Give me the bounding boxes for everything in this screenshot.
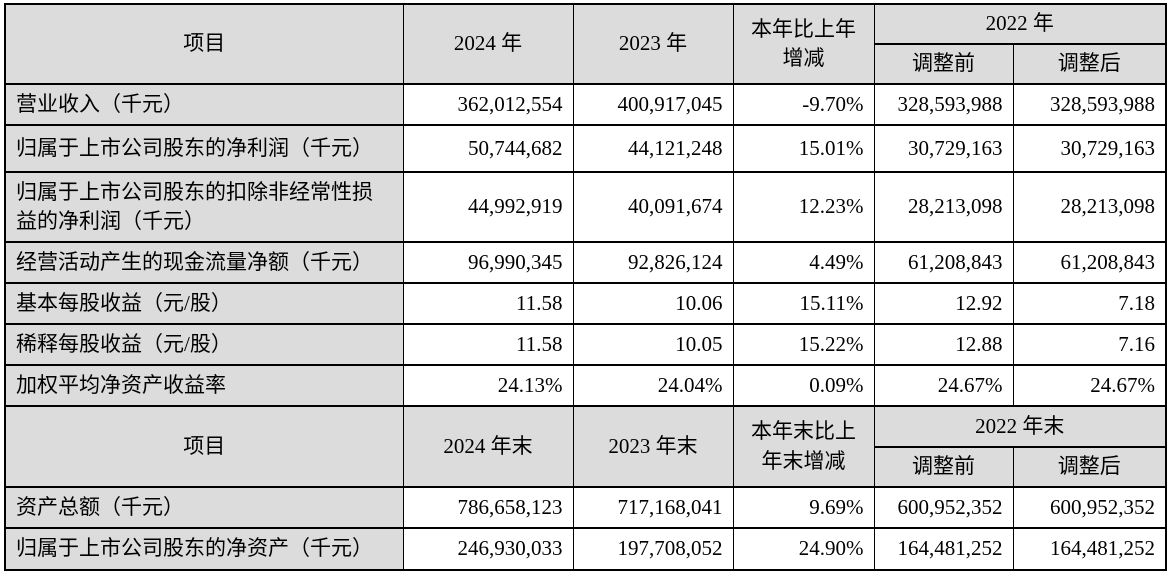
cell-value: 61,208,843	[873, 241, 1014, 284]
section2-header-row-1: 项目 2024 年末 2023 年末 本年末比上 年末增减 2022 年末	[4, 405, 1167, 488]
cell-value: 9.69%	[732, 486, 875, 529]
table-row-revenue: 营业收入（千元） 362,012,554 400,917,045 -9.70% …	[4, 83, 1167, 126]
table-row-basic-eps: 基本每股收益（元/股） 11.58 10.06 15.11% 12.92 7.1…	[4, 282, 1167, 325]
cell-value: 15.11%	[732, 282, 875, 325]
section1-header-row-2: 调整前 调整后	[5, 43, 1167, 85]
row-label: 归属于上市公司股东的净利润（千元）	[4, 124, 404, 173]
row-label: 经营活动产生的现金流量净额（千元）	[4, 241, 404, 284]
section2-header-pre-adjustment: 调整前	[873, 446, 1014, 488]
cell-value: 24.67%	[873, 364, 1014, 407]
cell-value: 246,930,033	[402, 527, 574, 571]
cell-value: 10.05	[572, 323, 734, 366]
cell-value: 24.90%	[732, 527, 875, 571]
section1-header-year-2024: 2024 年	[402, 3, 574, 85]
cell-value: -9.70%	[732, 83, 875, 126]
table-row-diluted-eps: 稀释每股收益（元/股） 11.58 10.05 15.22% 12.88 7.1…	[4, 323, 1167, 366]
section2-header-end-2024: 2024 年末	[402, 405, 574, 488]
cell-value: 44,992,919	[402, 171, 574, 243]
section2-header-post-adjustment: 调整后	[1012, 446, 1167, 488]
row-label: 稀释每股收益（元/股）	[4, 323, 404, 366]
cell-value: 96,990,345	[402, 241, 574, 284]
cell-value: 15.22%	[732, 323, 875, 366]
section2-header-item: 项目	[4, 405, 404, 488]
cell-value: 50,744,682	[402, 124, 574, 173]
cell-value: 11.58	[402, 282, 574, 325]
cell-value: 24.04%	[572, 364, 734, 407]
table-row-net-profit: 归属于上市公司股东的净利润（千元） 50,744,682 44,121,248 …	[4, 124, 1167, 173]
table-row-net-assets: 归属于上市公司股东的净资产（千元） 246,930,033 197,708,05…	[4, 527, 1167, 571]
cell-value: 4.49%	[732, 241, 875, 284]
row-label: 基本每股收益（元/股）	[4, 282, 404, 325]
cell-value: 24.13%	[402, 364, 574, 407]
table-row-total-assets: 资产总额（千元） 786,658,123 717,168,041 9.69% 6…	[4, 486, 1167, 529]
cell-value: 0.09%	[732, 364, 875, 407]
cell-value: 12.23%	[732, 171, 875, 243]
cell-value: 12.88	[873, 323, 1014, 366]
cell-value: 328,593,988	[1012, 83, 1167, 126]
cell-value: 92,826,124	[572, 241, 734, 284]
cell-value: 600,952,352	[873, 486, 1014, 529]
cell-value: 40,091,674	[572, 171, 734, 243]
cell-value: 786,658,123	[402, 486, 574, 529]
row-label: 归属于上市公司股东的净资产（千元）	[4, 527, 404, 571]
cell-value: 164,481,252	[873, 527, 1014, 571]
row-label: 加权平均净资产收益率	[4, 364, 404, 407]
cell-value: 30,729,163	[873, 124, 1014, 173]
section1-header-row-1: 项目 2024 年 2023 年 本年比上年 增减 2022 年	[4, 3, 1167, 85]
cell-value: 400,917,045	[572, 83, 734, 126]
cell-value: 61,208,843	[1012, 241, 1167, 284]
section2-header-end-2023: 2023 年末	[572, 405, 734, 488]
cell-value: 44,121,248	[572, 124, 734, 173]
cell-value: 11.58	[402, 323, 574, 366]
cell-value: 10.06	[572, 282, 734, 325]
cell-value: 197,708,052	[572, 527, 734, 571]
section1-header-yoy-change: 本年比上年 增减	[732, 3, 875, 85]
section1-header-post-adjustment: 调整后	[1012, 43, 1167, 85]
cell-value: 600,952,352	[1012, 486, 1167, 529]
section1-header-item: 项目	[4, 3, 404, 85]
cell-value: 30,729,163	[1012, 124, 1167, 173]
cell-value: 164,481,252	[1012, 527, 1167, 571]
financial-summary-table: 项目 2024 年 2023 年 本年比上年 增减 2022 年 调整前 调整后…	[4, 3, 1167, 571]
row-label: 资产总额（千元）	[4, 486, 404, 529]
row-label: 归属于上市公司股东的扣除非经常性损益的净利润（千元）	[4, 171, 404, 243]
section1-header-year-2023: 2023 年	[572, 3, 734, 85]
section2-header-row-2: 调整前 调整后	[5, 446, 1167, 488]
cell-value: 24.67%	[1012, 364, 1167, 407]
section1-header-pre-adjustment: 调整前	[873, 43, 1014, 85]
section1-header-year-2022-group: 2022 年	[873, 3, 1167, 45]
table-row-operating-cash-flow: 经营活动产生的现金流量净额（千元） 96,990,345 92,826,124 …	[4, 241, 1167, 284]
section2-header-end-2022-group: 2022 年末	[873, 405, 1167, 448]
cell-value: 362,012,554	[402, 83, 574, 126]
cell-value: 7.16	[1012, 323, 1167, 366]
cell-value: 717,168,041	[572, 486, 734, 529]
table-row-net-profit-excl-nonrecurring: 归属于上市公司股东的扣除非经常性损益的净利润（千元） 44,992,919 40…	[4, 171, 1167, 243]
cell-value: 15.01%	[732, 124, 875, 173]
table-row-weighted-avg-roe: 加权平均净资产收益率 24.13% 24.04% 0.09% 24.67% 24…	[4, 364, 1167, 407]
section2-header-yoy-change: 本年末比上 年末增减	[732, 405, 875, 488]
cell-value: 12.92	[873, 282, 1014, 325]
row-label: 营业收入（千元）	[4, 83, 404, 126]
cell-value: 28,213,098	[873, 171, 1014, 243]
cell-value: 28,213,098	[1012, 171, 1167, 243]
cell-value: 328,593,988	[873, 83, 1014, 126]
cell-value: 7.18	[1012, 282, 1167, 325]
